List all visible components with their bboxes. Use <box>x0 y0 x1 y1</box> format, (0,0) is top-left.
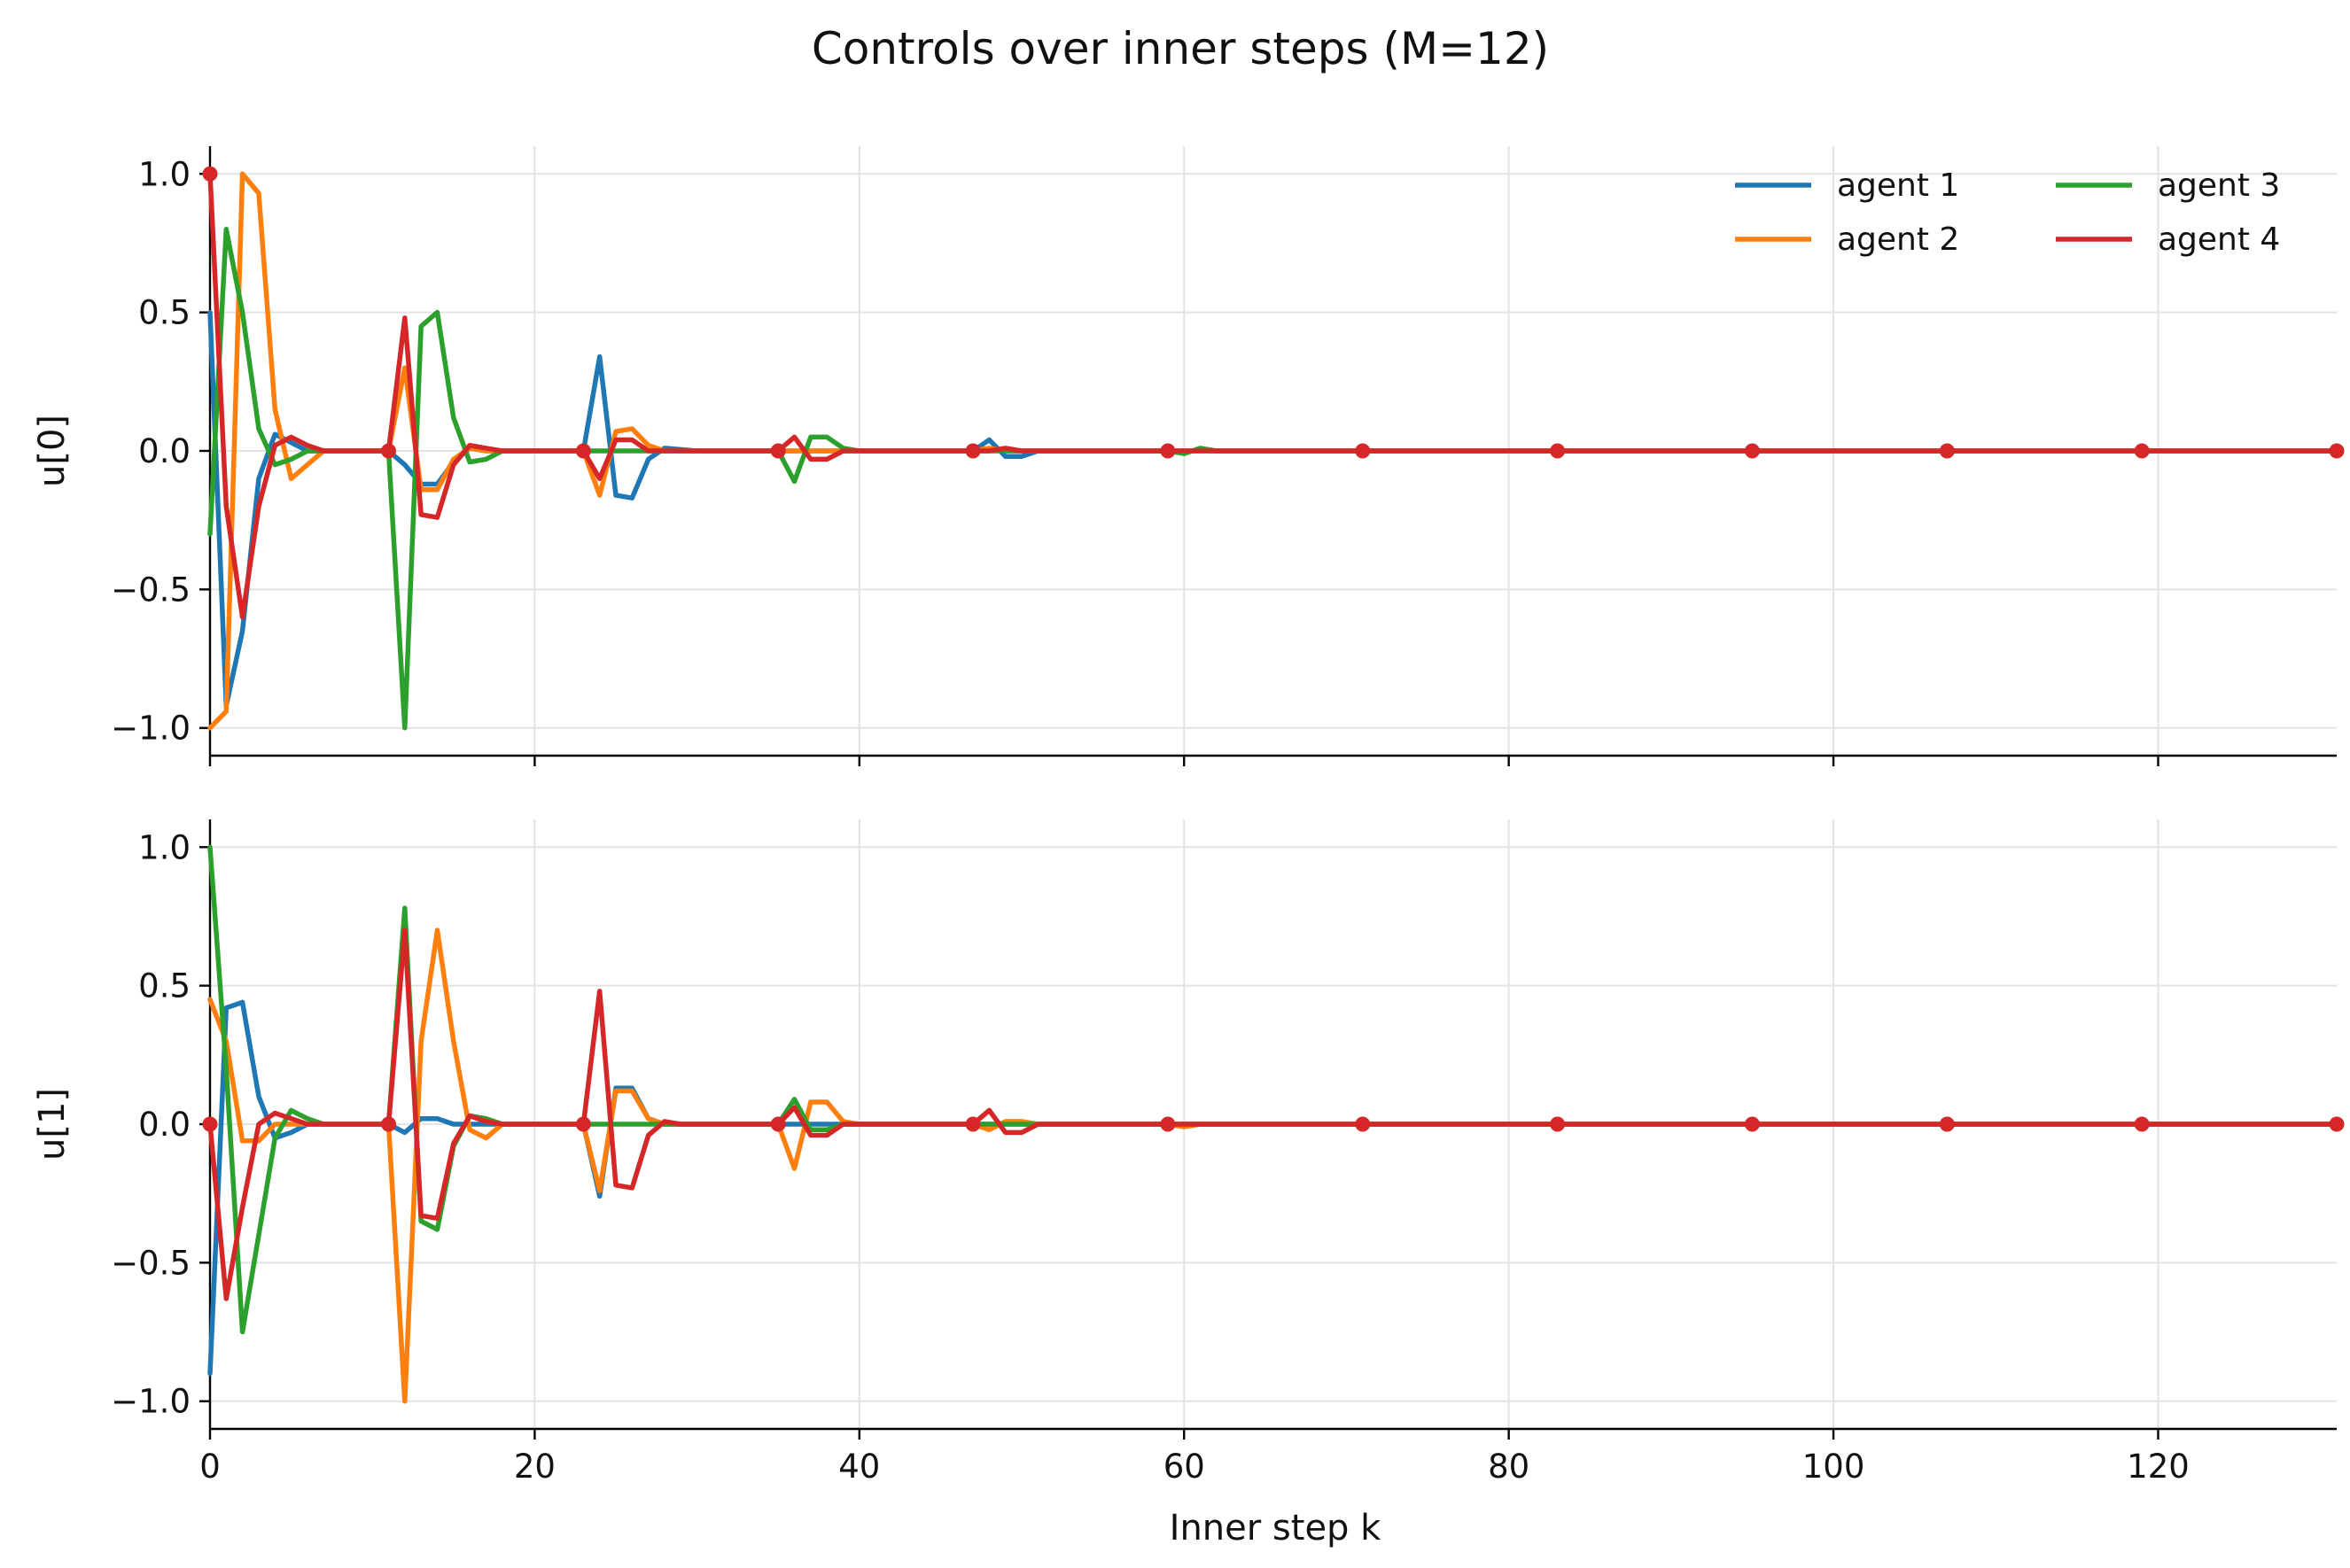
y-tick-label: 0.5 <box>138 294 191 332</box>
data-point-marker <box>575 1116 591 1132</box>
data-point-marker <box>770 1116 786 1132</box>
y-tick-label: 0.5 <box>138 967 191 1005</box>
data-point-marker <box>1355 1116 1371 1132</box>
legend-label: agent 3 <box>2158 167 2280 204</box>
data-point-marker <box>202 166 218 182</box>
data-point-marker <box>1550 443 1566 459</box>
legend: agent 1 agent 2 agent 3 agent 4 <box>1735 167 2280 258</box>
figure-title: Controls over inner steps (M=12) <box>812 23 1549 74</box>
y-tick-label: −0.5 <box>111 1244 191 1282</box>
data-point-marker <box>2134 1116 2150 1132</box>
series-line-agent-4 <box>207 928 2339 1301</box>
panel-u0: −1.0 −0.5 0.0 0.5 1.0 u[0] <box>32 146 2345 766</box>
x-tick-label: 80 <box>1488 1448 1529 1486</box>
data-point-marker <box>1550 1116 1566 1132</box>
data-point-marker <box>1744 1116 1760 1132</box>
y-tick-label: 1.0 <box>138 828 191 866</box>
y-tick-label: −1.0 <box>111 1383 191 1421</box>
x-tick-label: 0 <box>199 1448 221 1486</box>
legend-label: agent 4 <box>2158 221 2280 258</box>
data-point-marker <box>1160 1116 1176 1132</box>
data-point-marker <box>2329 1116 2345 1132</box>
y-tick-label: 0.0 <box>138 1106 191 1144</box>
x-tick-label: 120 <box>2127 1448 2190 1486</box>
data-point-marker <box>381 443 397 459</box>
x-tick-label: 60 <box>1163 1448 1205 1486</box>
legend-label: agent 1 <box>1837 167 1959 204</box>
panel-u1: −1.0 −0.5 0.0 0.5 1.0 0 20 40 60 80 100 120 u[1] <box>32 819 2345 1486</box>
data-point-marker <box>770 443 786 459</box>
x-tick-label: 20 <box>514 1448 556 1486</box>
data-point-marker <box>1355 443 1371 459</box>
y-axis-label: u[0] <box>32 415 73 487</box>
data-point-marker <box>965 443 981 459</box>
data-point-marker <box>1160 443 1176 459</box>
data-point-marker <box>2329 443 2345 459</box>
data-point-marker <box>2134 443 2150 459</box>
x-axis-label: Inner step k <box>1170 1508 1382 1549</box>
y-tick-label: 1.0 <box>138 155 191 193</box>
data-point-marker <box>1744 443 1760 459</box>
series-line-agent-4 <box>207 171 2339 620</box>
data-point-marker <box>575 443 591 459</box>
x-tick-label: 100 <box>1802 1448 1865 1486</box>
y-axis-label: u[1] <box>32 1088 73 1160</box>
x-tick-label: 40 <box>838 1448 880 1486</box>
data-point-marker <box>202 1116 218 1132</box>
data-point-marker <box>1939 443 1955 459</box>
y-tick-label: −1.0 <box>111 710 191 748</box>
data-point-marker <box>381 1116 397 1132</box>
data-point-marker <box>965 1116 981 1132</box>
data-point-marker <box>1939 1116 1955 1132</box>
y-tick-label: 0.0 <box>138 432 191 470</box>
y-tick-label: −0.5 <box>111 571 191 609</box>
legend-label: agent 2 <box>1837 221 1959 258</box>
